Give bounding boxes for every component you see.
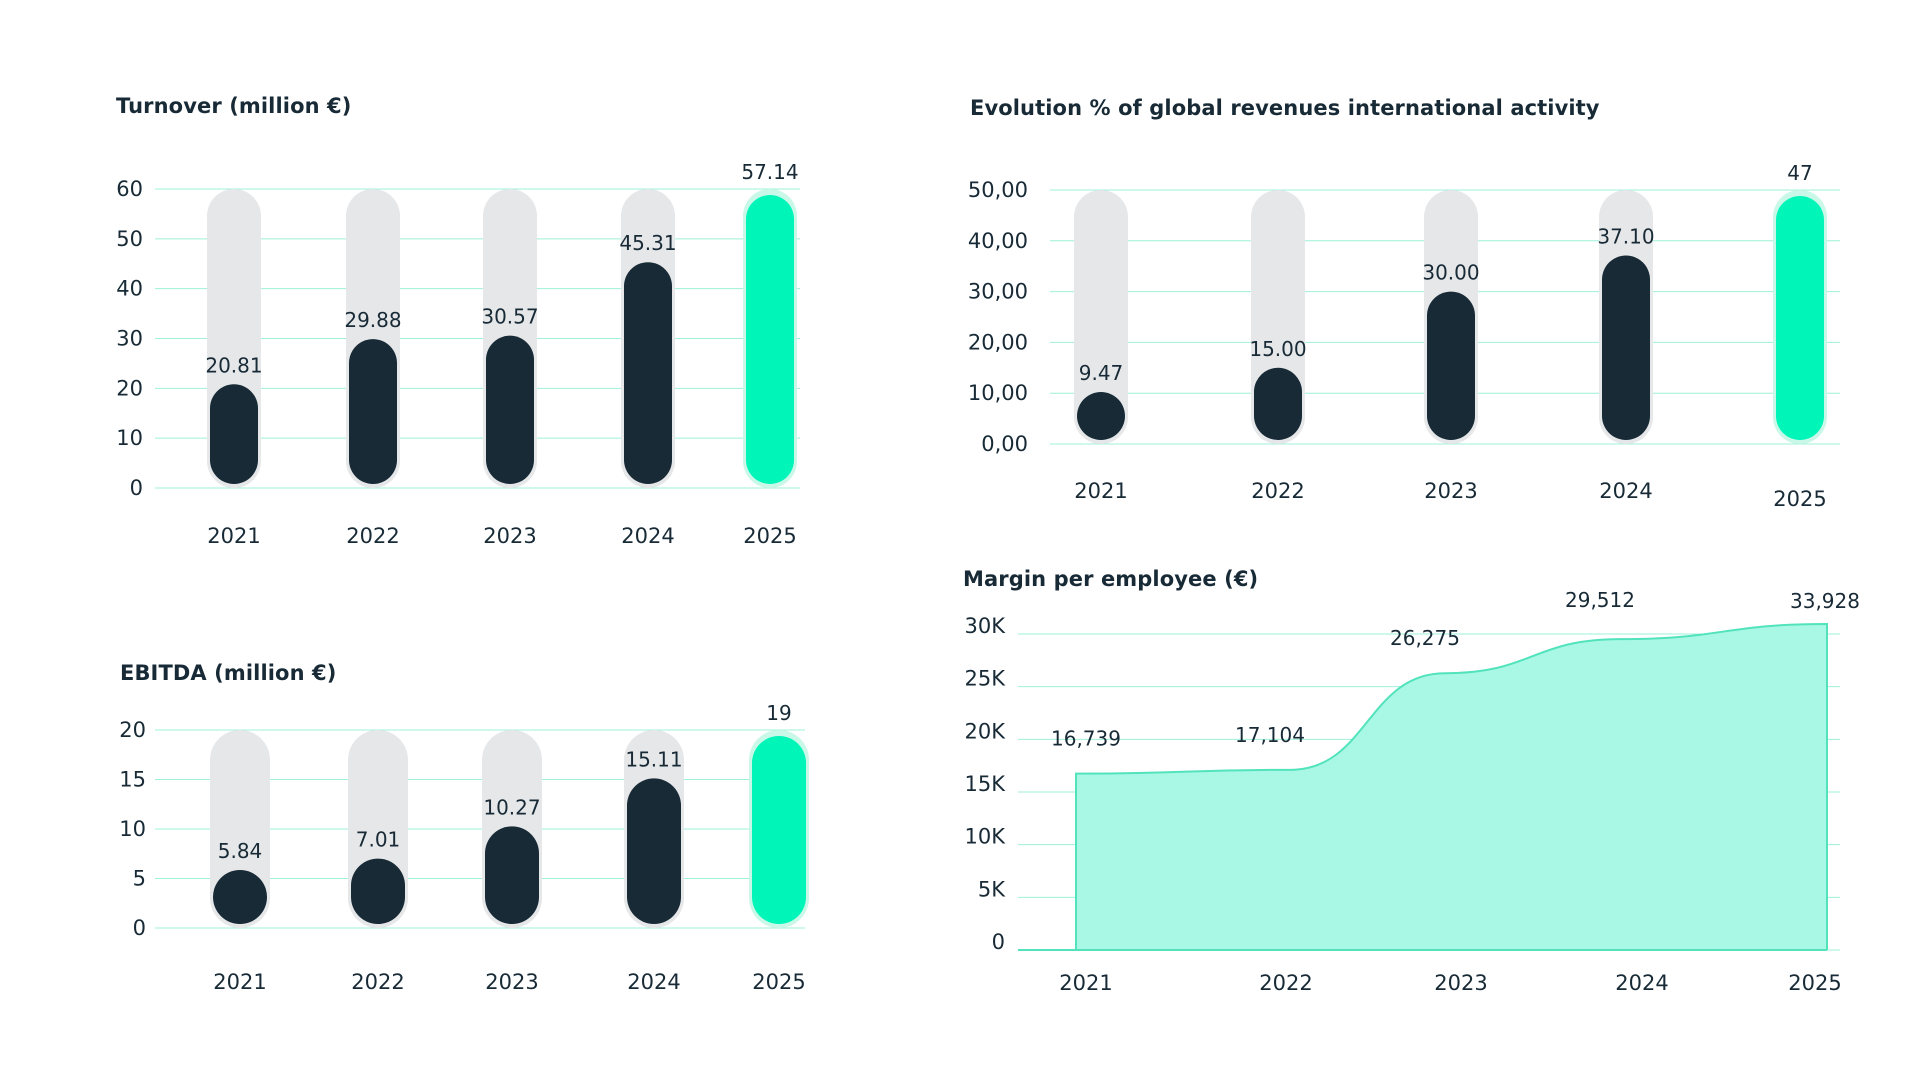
y-tick-label: 60: [116, 177, 143, 201]
y-tick-label: 15: [119, 768, 146, 792]
y-tick-label: 5: [133, 867, 146, 891]
bar: [213, 870, 267, 924]
y-tick-label: 20: [119, 718, 146, 742]
bar-track: [1074, 190, 1128, 444]
value-label: 29,512: [1565, 588, 1635, 612]
x-tick-label: 2021: [1074, 479, 1127, 503]
value-label: 47: [1787, 161, 1812, 185]
y-tick-label: 40,00: [968, 229, 1028, 253]
y-tick-label: 40: [116, 277, 143, 301]
bar: [1427, 291, 1475, 440]
y-tick-label: 30: [116, 327, 143, 351]
bar: [351, 858, 405, 924]
y-tick-label: 30K: [965, 614, 1007, 638]
x-tick-label: 2022: [346, 524, 399, 548]
bar: [1254, 367, 1302, 440]
value-label: 26,275: [1390, 626, 1460, 650]
value-label: 33,928: [1790, 589, 1860, 613]
value-label: 19: [766, 701, 791, 725]
international-title: Evolution % of global revenues internati…: [970, 96, 1600, 120]
bar: [1077, 392, 1125, 440]
bar: [486, 335, 534, 484]
area-line: [1075, 622, 1828, 950]
x-tick-label: 2024: [627, 970, 680, 994]
y-tick-label: 15K: [965, 772, 1007, 796]
value-label: 7.01: [356, 828, 401, 852]
value-label: 57.14: [741, 160, 798, 184]
x-tick-label: 2023: [485, 970, 538, 994]
y-tick-label: 30,00: [968, 280, 1028, 304]
value-label: 29.88: [344, 308, 401, 332]
x-tick-label: 2025: [743, 524, 796, 548]
highlight-bar: [746, 195, 794, 484]
highlight-bar: [752, 736, 806, 924]
y-tick-label: 20,00: [968, 330, 1028, 354]
value-label: 15.00: [1249, 337, 1306, 361]
bar: [624, 262, 672, 484]
turnover-title: Turnover (million €): [116, 94, 352, 118]
value-label: 17,104: [1235, 723, 1305, 747]
bar: [627, 778, 681, 924]
value-label: 15.11: [625, 747, 682, 771]
value-label: 10.27: [483, 795, 540, 819]
value-label: 5.84: [218, 839, 263, 863]
x-tick-label: 2022: [1251, 479, 1304, 503]
y-tick-label: 20: [116, 376, 143, 400]
x-tick-label: 2021: [213, 970, 266, 994]
y-tick-label: 10: [116, 426, 143, 450]
bar: [485, 826, 539, 924]
y-tick-label: 10K: [965, 825, 1007, 849]
y-tick-label: 0: [992, 930, 1005, 954]
y-tick-label: 25K: [965, 667, 1007, 691]
ebitda-title: EBITDA (million €): [120, 661, 337, 685]
x-tick-label: 2025: [752, 970, 805, 994]
value-label: 30.57: [481, 305, 538, 329]
x-tick-label: 2024: [1615, 971, 1668, 995]
y-tick-label: 0: [130, 476, 143, 500]
bar: [349, 339, 397, 484]
x-tick-label: 2021: [1059, 971, 1112, 995]
y-tick-label: 5K: [978, 877, 1006, 901]
x-tick-label: 2025: [1773, 487, 1826, 511]
y-tick-label: 20K: [965, 719, 1007, 743]
x-tick-label: 2021: [207, 524, 260, 548]
x-tick-label: 2023: [1424, 479, 1477, 503]
x-tick-label: 2023: [1434, 971, 1487, 995]
value-label: 20.81: [205, 353, 262, 377]
x-tick-label: 2024: [1599, 479, 1652, 503]
value-label: 9.47: [1079, 361, 1124, 385]
x-tick-label: 2024: [621, 524, 674, 548]
x-tick-label: 2023: [483, 524, 536, 548]
value-label: 30.00: [1422, 261, 1479, 285]
value-label: 16,739: [1051, 727, 1121, 751]
y-tick-label: 10,00: [968, 381, 1028, 405]
value-label: 37.10: [1597, 225, 1654, 249]
x-tick-label: 2022: [351, 970, 404, 994]
bar: [210, 384, 258, 484]
bar: [1602, 255, 1650, 440]
value-label: 45.31: [619, 231, 676, 255]
y-tick-label: 50,00: [968, 178, 1028, 202]
margin-title: Margin per employee (€): [963, 567, 1259, 591]
x-tick-label: 2022: [1259, 971, 1312, 995]
y-tick-label: 50: [116, 227, 143, 251]
y-tick-label: 10: [119, 817, 146, 841]
x-tick-label: 2025: [1788, 971, 1841, 995]
area-fill: [1018, 624, 1827, 950]
y-tick-label: 0: [133, 916, 146, 940]
y-tick-label: 0,00: [981, 432, 1028, 456]
highlight-bar: [1776, 196, 1824, 440]
